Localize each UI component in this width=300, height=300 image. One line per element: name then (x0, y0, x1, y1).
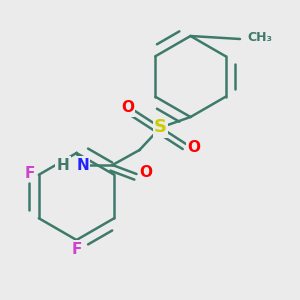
Text: F: F (25, 166, 35, 181)
Text: S: S (154, 118, 167, 136)
Text: O: O (187, 140, 200, 154)
Text: O: O (139, 165, 152, 180)
Text: H: H (57, 158, 69, 172)
Text: N: N (76, 158, 89, 172)
Text: O: O (121, 100, 134, 116)
Text: F: F (71, 242, 82, 256)
Text: CH₃: CH₃ (248, 31, 272, 44)
